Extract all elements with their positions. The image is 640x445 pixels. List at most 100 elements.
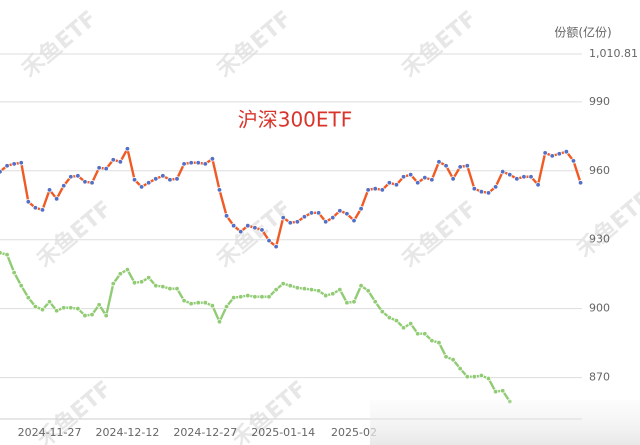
point (535, 182, 541, 188)
point (301, 214, 308, 220)
point (315, 210, 322, 216)
point (75, 173, 81, 179)
y-tick-label: 960 (589, 164, 610, 177)
point (0, 168, 3, 175)
point (287, 282, 293, 289)
point (563, 149, 570, 155)
point (103, 312, 109, 319)
point (542, 150, 548, 156)
point (478, 188, 485, 195)
x-tick-label: 2025-01-14 (251, 426, 315, 439)
point (188, 160, 194, 166)
point (330, 214, 336, 221)
point (181, 297, 187, 304)
point (110, 280, 116, 287)
point (457, 164, 463, 170)
point (273, 286, 279, 293)
point (315, 288, 322, 294)
point (230, 223, 237, 229)
point (153, 282, 159, 289)
point (443, 163, 449, 169)
x-tick-label: 2024-12-12 (95, 426, 159, 439)
point (167, 285, 173, 292)
point (485, 375, 492, 382)
point (145, 180, 152, 186)
point (358, 206, 364, 212)
y-tick-label: 1,010.81 (589, 47, 638, 60)
point (443, 354, 449, 360)
point (195, 160, 201, 166)
point (266, 294, 272, 300)
point (138, 184, 145, 190)
point (68, 174, 74, 180)
point (11, 161, 17, 167)
point (32, 303, 39, 310)
point (577, 180, 584, 186)
point (485, 190, 492, 196)
point (230, 294, 237, 301)
point (330, 291, 336, 297)
watermark: 禾鱼ETF (572, 186, 640, 263)
x-tick-label: 2025-02 (331, 426, 377, 439)
point (252, 294, 258, 300)
point (273, 243, 279, 250)
point (181, 161, 187, 167)
point (46, 299, 53, 305)
point (160, 173, 166, 179)
point (372, 186, 378, 192)
point (96, 165, 102, 171)
point (216, 187, 223, 193)
point (145, 274, 152, 281)
point (478, 372, 485, 379)
point (570, 158, 577, 164)
point (188, 300, 194, 307)
point (415, 331, 421, 337)
point (259, 227, 265, 233)
point (223, 213, 230, 219)
point (75, 305, 81, 312)
point (528, 174, 534, 180)
point (294, 285, 301, 291)
watermark: 禾鱼ETF (397, 6, 482, 83)
point (436, 339, 442, 346)
point (358, 282, 364, 289)
point (202, 300, 209, 306)
point (351, 217, 357, 224)
point (514, 176, 520, 182)
point (209, 302, 216, 309)
point (124, 266, 131, 273)
point (39, 306, 46, 313)
point (110, 157, 116, 163)
x-tick-label: 2024-12-27 (173, 426, 237, 439)
watermark: 禾鱼ETF (397, 196, 482, 273)
point (209, 156, 216, 162)
point (61, 305, 67, 311)
x-tick-label: 2024-11-27 (18, 426, 82, 439)
point (379, 308, 386, 315)
point (89, 180, 95, 186)
point (322, 219, 329, 225)
point (492, 184, 499, 190)
point (457, 365, 463, 372)
y-tick-label: 900 (589, 302, 610, 315)
point (386, 314, 393, 321)
point (195, 300, 201, 306)
point (96, 302, 102, 308)
point (46, 187, 53, 193)
overlay (370, 400, 640, 445)
point (322, 292, 329, 299)
point (372, 299, 378, 305)
point (280, 280, 286, 287)
point (294, 219, 301, 225)
point (386, 180, 393, 186)
point (131, 280, 138, 286)
point (238, 294, 244, 300)
point (61, 183, 67, 189)
point (365, 288, 371, 294)
y-tick-label: 930 (589, 233, 610, 246)
y-axis-label: 份额(亿份) (554, 25, 611, 40)
point (464, 374, 470, 380)
point (167, 177, 173, 183)
point (429, 337, 435, 344)
